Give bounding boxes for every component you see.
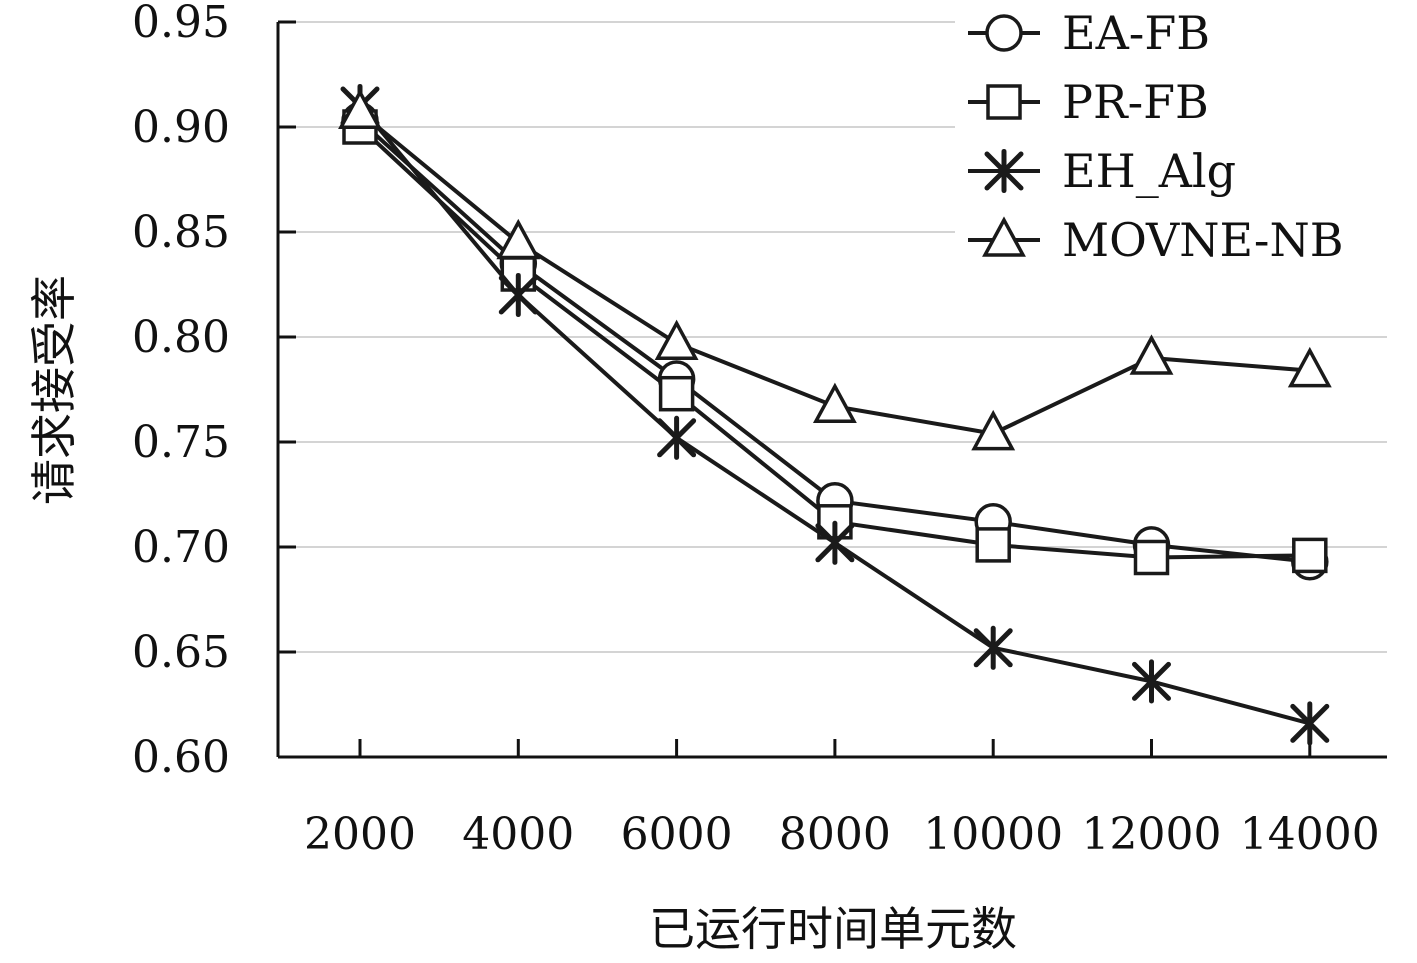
data-point-asterisk — [498, 272, 538, 318]
legend-marker-asterisk — [984, 148, 1024, 194]
data-point-asterisk — [657, 415, 697, 460]
y-tick-label: 0.70 — [132, 522, 230, 573]
legend: EA-FB PR-FB EH_Alg MOVNE-NB — [955, 3, 1403, 270]
data-point-asterisk — [815, 520, 855, 565]
y-axis-title: 请求接受率 — [27, 275, 81, 505]
data-point-square — [658, 375, 695, 412]
data-point-asterisk — [973, 625, 1013, 670]
legend-item: PR-FB — [955, 72, 1403, 132]
y-tick-label: 0.80 — [132, 312, 230, 363]
legend-label: MOVNE-NB — [1062, 213, 1344, 267]
gridlines — [278, 21, 1387, 653]
data-point-asterisk — [1290, 701, 1330, 746]
x-tick-label: 14000 — [1240, 809, 1380, 860]
x-tick-label: 4000 — [462, 809, 574, 860]
data-point-triangle — [654, 319, 699, 361]
series-movne-nb — [338, 88, 1332, 451]
data-point-square — [1133, 539, 1170, 576]
data-point-triangle — [1287, 346, 1332, 388]
data-point-square — [1292, 537, 1328, 574]
legend-marker-circle — [985, 14, 1023, 52]
legend-marker-square — [986, 84, 1022, 120]
legend-marker-triangle — [982, 216, 1026, 257]
y-tick-label: 0.75 — [132, 417, 230, 468]
data-point-asterisk — [1132, 659, 1171, 704]
legend-item: MOVNE-NB — [955, 210, 1403, 270]
y-tick-label: 0.90 — [132, 102, 230, 153]
data-point-triangle — [1129, 334, 1174, 375]
data-point-triangle — [812, 382, 857, 424]
x-tick-label: 8000 — [779, 809, 891, 860]
legend-item: EH_Alg — [955, 141, 1403, 201]
y-axis-ticks: 0.60 0.65 0.70 0.75 0.80 0.85 0.90 0.95 — [132, 0, 296, 783]
x-tick-label: 12000 — [1082, 809, 1222, 860]
data-point-triangle — [971, 409, 1016, 451]
legend-label: EH_Alg — [1062, 144, 1236, 198]
y-tick-label: 0.65 — [132, 627, 230, 678]
y-tick-label: 0.95 — [132, 0, 230, 48]
data-point-triangle — [338, 88, 382, 130]
x-tick-label: 6000 — [621, 809, 733, 860]
x-tick-label: 2000 — [304, 809, 416, 860]
series-group — [338, 83, 1332, 746]
y-tick-label: 0.85 — [132, 207, 230, 258]
data-point-square — [975, 527, 1011, 563]
legend-item: EA-FB — [955, 3, 1403, 63]
legend-label: EA-FB — [1062, 6, 1210, 60]
x-axis-ticks: 2000 4000 6000 8000 10000 12000 14000 — [304, 739, 1380, 860]
x-axis-title: 已运行时间单元数 — [649, 902, 1017, 956]
x-tick-label: 10000 — [923, 809, 1063, 860]
y-tick-label: 0.60 — [132, 732, 230, 783]
data-point-triangle — [496, 218, 541, 260]
axes — [276, 22, 1387, 759]
legend-label: PR-FB — [1062, 75, 1209, 129]
